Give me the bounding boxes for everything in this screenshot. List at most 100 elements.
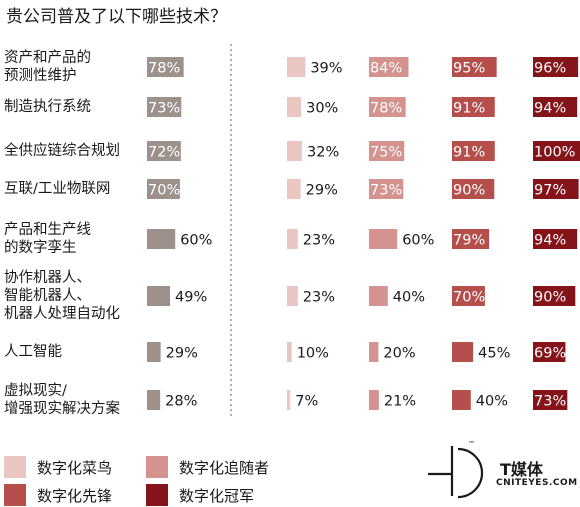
value-label: 29%	[166, 346, 198, 362]
value-label: 79%	[453, 233, 485, 249]
value-label: 70%	[148, 183, 180, 199]
bar	[287, 179, 301, 199]
bar	[287, 57, 306, 77]
value-label: 23%	[303, 233, 335, 249]
value-label: 90%	[453, 183, 485, 199]
value-label: 23%	[303, 290, 335, 306]
row-label-line: 机器人处理自动化	[4, 306, 120, 322]
legend-swatch	[4, 484, 26, 506]
legend-swatch	[146, 456, 168, 478]
legend-label: 数字化先锋	[37, 486, 113, 505]
row-label-line: 产品和生产线	[4, 222, 91, 238]
bar	[147, 179, 180, 199]
bar	[369, 390, 379, 410]
value-label: 100%	[534, 145, 575, 161]
bar	[369, 57, 409, 77]
bar	[452, 342, 474, 362]
value-label: 10%	[297, 346, 329, 362]
bar	[287, 97, 302, 117]
bars-layer: 78% 73% 72% 70% 60% 49% 29% 28% 39% 30% 32% 29% 23% 2…	[147, 57, 580, 410]
row-label-line: 互联/工业物联网	[4, 181, 111, 197]
bar	[533, 229, 578, 249]
bar	[533, 286, 576, 306]
value-label: 78%	[148, 61, 180, 77]
bar	[287, 342, 292, 362]
legend-item-rookie: 数字化菜鸟	[4, 455, 112, 479]
legend-label: 数字化菜鸟	[37, 458, 113, 477]
value-label: 28%	[165, 394, 197, 410]
value-label: 75%	[370, 145, 402, 161]
row-label-line: 预测性维护	[4, 68, 77, 84]
bar	[452, 229, 490, 249]
value-label: 60%	[402, 233, 434, 249]
row-label-line: 协作机器人、	[4, 270, 91, 286]
bar	[147, 342, 161, 362]
legend-label: 数字化冠军	[179, 486, 255, 505]
legend-swatch	[146, 484, 168, 506]
bar	[287, 390, 291, 410]
row-label: 协作机器人、 智能机器人、 机器人处理自动化	[4, 269, 154, 323]
row-label: 全供应链综合规划	[4, 142, 154, 160]
bar	[452, 141, 495, 161]
value-label: 60%	[180, 233, 212, 249]
bar	[533, 141, 580, 161]
row-label-line: 人工智能	[4, 344, 62, 360]
value-label: 7%	[295, 394, 318, 410]
legend-item-pioneer: 数字化先锋	[4, 483, 112, 507]
value-label: 39%	[310, 61, 342, 77]
bar	[287, 286, 298, 306]
legend-label: 数字化追随者	[179, 458, 270, 477]
row-label-line: 资产和产品的	[4, 50, 91, 66]
bar	[533, 57, 579, 77]
value-label: 78%	[370, 101, 402, 117]
row-label: 产品和生产线 的数字孪生	[4, 221, 154, 257]
value-label: 91%	[453, 101, 485, 117]
value-label: 40%	[393, 290, 425, 306]
value-label: 96%	[534, 61, 566, 77]
bar	[369, 342, 379, 362]
bar	[533, 179, 579, 199]
value-label: 40%	[476, 394, 508, 410]
value-label: 94%	[534, 233, 566, 249]
chart-plot: 78% 73% 72% 70% 60% 49% 29% 28% 39% 30% 32% 29% 23% 2…	[147, 44, 580, 418]
bar	[452, 97, 495, 117]
bar	[452, 179, 495, 199]
row-label-line: 制造执行系统	[4, 99, 91, 115]
bar	[369, 97, 406, 117]
value-label: 84%	[370, 61, 402, 77]
value-label: 73%	[370, 183, 402, 199]
value-label: 91%	[453, 145, 485, 161]
bar	[147, 57, 184, 77]
row-label-line: 的数字孪生	[4, 240, 77, 256]
row-label-line: 全供应链综合规划	[4, 143, 120, 159]
brand-name: T媒体	[500, 460, 543, 479]
value-label: 95%	[453, 61, 485, 77]
row-label: 资产和产品的 预测性维护	[4, 49, 154, 85]
value-label: 20%	[383, 346, 415, 362]
bar	[369, 179, 404, 199]
value-label: 70%	[453, 290, 485, 306]
bar	[452, 390, 471, 410]
bar	[452, 286, 485, 306]
brand-logo: ™ T媒体 CNITEYES.COM	[426, 438, 580, 500]
brand-tm: ™	[468, 440, 475, 448]
bar	[287, 141, 303, 161]
bar	[147, 286, 171, 306]
legend-swatch	[4, 456, 26, 478]
value-label: 72%	[148, 145, 180, 161]
value-label: 21%	[384, 394, 416, 410]
value-label: 69%	[534, 346, 566, 362]
value-label: 90%	[534, 290, 566, 306]
legend-item-follower: 数字化追随者	[146, 455, 269, 479]
brand-mark-icon	[428, 446, 484, 499]
row-label-line: 虚拟现实/	[4, 383, 67, 399]
bar	[369, 141, 405, 161]
value-label: 94%	[534, 101, 566, 117]
bar	[533, 97, 578, 117]
row-label: 人工智能	[4, 343, 154, 361]
value-label: 45%	[478, 346, 510, 362]
legend-item-champion: 数字化冠军	[146, 483, 254, 507]
legend: 数字化菜鸟 数字化追随者 数字化先锋 数字化冠军	[0, 440, 420, 507]
bar	[369, 286, 388, 306]
bar	[452, 57, 497, 77]
